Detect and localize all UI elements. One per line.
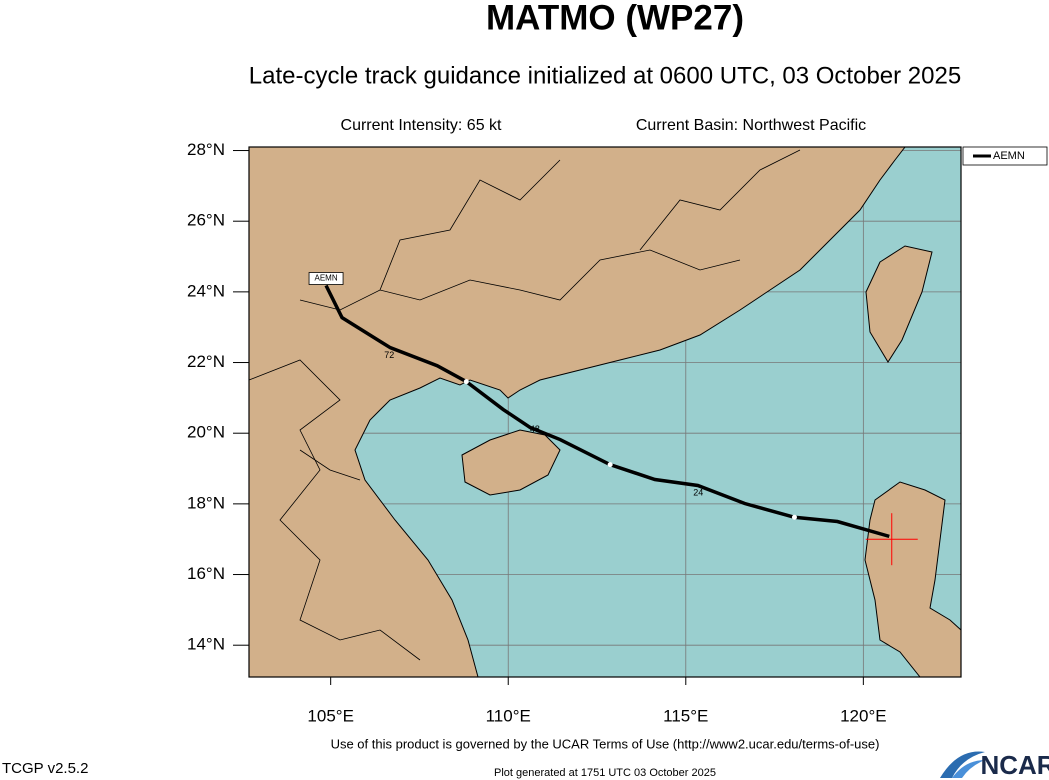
map-frame bbox=[248, 146, 962, 678]
terms: Use of this product is governed by the U… bbox=[331, 736, 880, 751]
y-tick-label: 20°N bbox=[187, 423, 225, 442]
map: 105°E 110°E 115°E 120°E 14°N 16°N 18°N 20°N 22°N… bbox=[187, 140, 1048, 725]
generated: Plot generated at 1751 UTC 03 October 20… bbox=[494, 767, 716, 779]
x-tick-label: 120°E bbox=[840, 706, 887, 725]
logo-mark bbox=[940, 751, 985, 778]
hour-label: 72 bbox=[384, 350, 394, 360]
border bbox=[379, 159, 561, 291]
y-tick-label: 26°N bbox=[187, 211, 225, 230]
track-label: AEMN bbox=[314, 274, 337, 283]
intensity: Current Intensity: 65 kt bbox=[341, 117, 503, 134]
hour-label: 24 bbox=[693, 488, 703, 498]
version: TCGP v2.5.2 bbox=[2, 760, 88, 777]
track-label-box bbox=[308, 272, 344, 285]
track-line bbox=[324, 284, 890, 539]
interval-point bbox=[607, 462, 613, 468]
y-tick-label: 24°N bbox=[187, 281, 225, 300]
border bbox=[299, 449, 361, 481]
logo: NCAR bbox=[980, 750, 1049, 780]
x-tick-label: 110°E bbox=[486, 706, 531, 725]
title: MATMO (WP27) bbox=[486, 0, 744, 37]
land bbox=[865, 245, 933, 363]
y-tick-label: 14°N bbox=[187, 635, 225, 654]
legend-box bbox=[962, 146, 1048, 166]
land bbox=[248, 146, 907, 678]
y-tick-label: 18°N bbox=[187, 493, 225, 512]
subtitle: Late-cycle track guidance initialized at… bbox=[249, 62, 961, 89]
y-tick-label: 28°N bbox=[187, 140, 225, 159]
hour-label: 48 bbox=[530, 424, 540, 434]
land bbox=[461, 429, 561, 496]
basin: Current Basin: Northwest Pacific bbox=[636, 117, 866, 134]
border bbox=[639, 149, 801, 251]
x-tick-label: 105°E bbox=[307, 706, 354, 725]
interval-point bbox=[463, 379, 469, 385]
border bbox=[299, 249, 741, 311]
y-tick-label: 22°N bbox=[187, 352, 225, 371]
x-tick-label: 115°E bbox=[663, 706, 708, 725]
y-tick-label: 16°N bbox=[187, 564, 225, 583]
interval-point bbox=[791, 514, 797, 520]
border bbox=[248, 359, 421, 661]
legend-label: AEMN bbox=[993, 150, 1025, 162]
